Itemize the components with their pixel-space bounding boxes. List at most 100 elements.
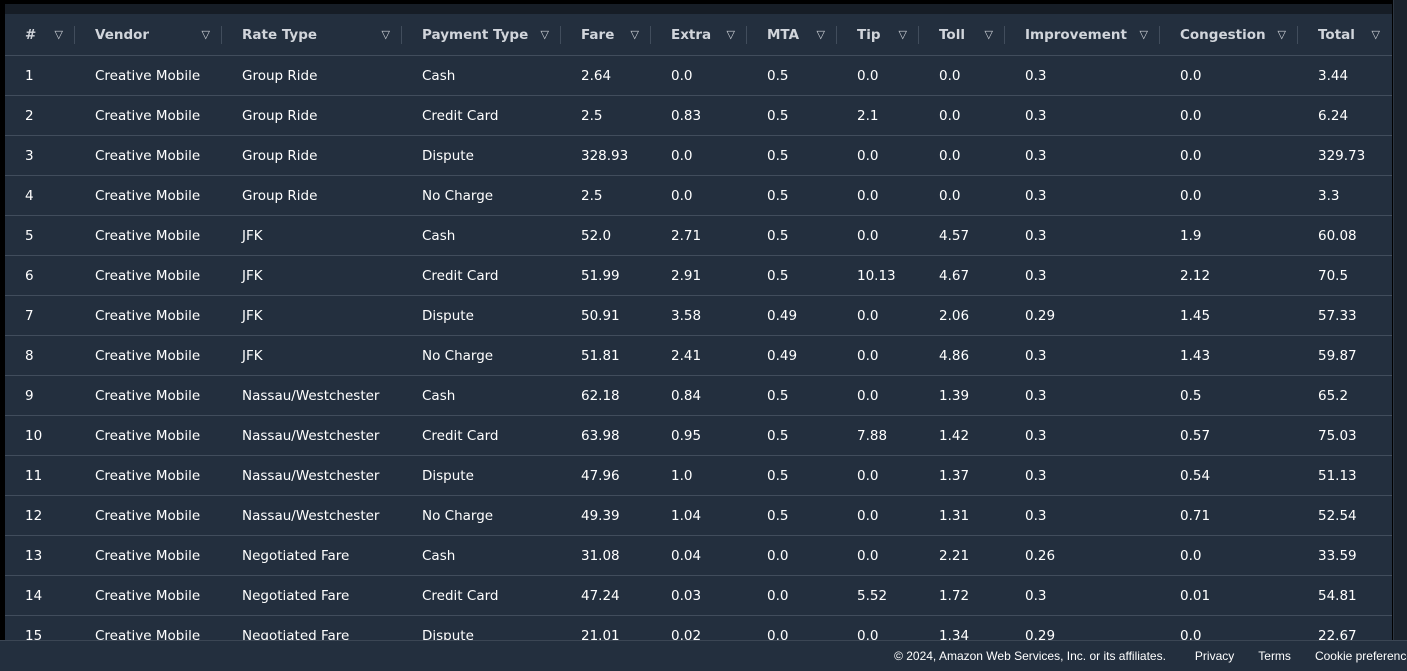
table-cell-fare: 51.81 [561,335,651,376]
filter-triangle-icon[interactable]: ▽ [984,28,993,41]
table-cell-total: 70.5 [1298,255,1392,296]
filter-triangle-icon[interactable]: ▽ [898,28,907,41]
table-cell-tip: 0.0 [837,55,919,96]
table-cell-improvement: 0.3 [1005,455,1160,496]
table-cell-vendor: Creative Mobile [75,575,222,616]
footer-link-cookie-preferences[interactable]: Cookie preferences [1314,649,1407,663]
footer-copyright: © 2024, Amazon Web Services, Inc. or its… [894,649,1166,663]
table-cell-tip: 0.0 [837,175,919,216]
table-row[interactable]: 2 Creative Mobile Group Ride Credit Card 2.5… [5,95,1392,136]
table-row[interactable]: 7 Creative Mobile JFK Dispute 50.91 3.58 0.49 0… [5,295,1392,336]
table-cell-payment-type: Dispute [402,455,561,496]
table-cell-toll: 1.72 [919,575,1005,616]
filter-triangle-icon[interactable]: ▽ [1371,28,1380,41]
column-header-index[interactable]: # ▽ [5,14,75,56]
page-footer: © 2024, Amazon Web Services, Inc. or its… [0,640,1407,671]
table-cell-improvement: 0.3 [1005,375,1160,416]
column-header-inner: Congestion ▽ [1160,14,1298,55]
table-row[interactable]: 8 Creative Mobile JFK No Charge 51.81 2.41 0.4… [5,335,1392,376]
table-cell-tip: 0.0 [837,375,919,416]
table-cell-rate-type: Group Ride [222,95,402,136]
column-header-vendor[interactable]: Vendor ▽ [75,14,222,56]
table-cell-vendor: Creative Mobile [75,375,222,416]
table-cell-rate-type: JFK [222,255,402,296]
table-row[interactable]: 9 Creative Mobile Nassau/Westchester Cash 62… [5,375,1392,416]
table-cell-total: 6.24 [1298,95,1392,136]
column-header-extra[interactable]: Extra ▽ [651,14,747,56]
column-header-improvement[interactable]: Improvement ▽ [1005,14,1160,56]
column-header-rate-type[interactable]: Rate Type ▽ [222,14,402,56]
table-cell-rate-type: Nassau/Westchester [222,455,402,496]
table-row[interactable]: 14 Creative Mobile Negotiated Fare Credit C… [5,575,1392,616]
filter-triangle-icon[interactable]: ▽ [726,28,735,41]
column-header-total[interactable]: Total ▽ [1298,14,1392,56]
column-header-fare[interactable]: Fare ▽ [561,14,651,56]
filter-triangle-icon[interactable]: ▽ [816,28,825,41]
footer-link-terms[interactable]: Terms [1258,649,1291,663]
filter-triangle-icon[interactable]: ▽ [54,28,63,41]
table-row[interactable]: 4 Creative Mobile Group Ride No Charge 2.5 0.… [5,175,1392,216]
table-cell-fare: 2.64 [561,55,651,96]
table-row[interactable]: 11 Creative Mobile Nassau/Westchester Dispu… [5,455,1392,496]
table-cell-extra: 0.03 [651,575,747,616]
table-cell-vendor: Creative Mobile [75,95,222,136]
table-row[interactable]: 5 Creative Mobile JFK Cash 52.0 2.71 0.5 0.0 4.5… [5,215,1392,256]
table-row[interactable]: 6 Creative Mobile JFK Credit Card 51.99 2.91 0… [5,255,1392,296]
column-header-label: # [25,26,37,43]
table-cell-fare: 50.91 [561,295,651,336]
table-cell-payment-type: Cash [402,215,561,256]
table-cell-index: 8 [5,335,75,376]
table-cell-index: 2 [5,95,75,136]
table-cell-mta: 0.0 [747,535,837,576]
table-row[interactable]: 3 Creative Mobile Group Ride Dispute 328.93 0… [5,135,1392,176]
table-row[interactable]: 13 Creative Mobile Negotiated Fare Cash 31.0… [5,535,1392,576]
table-cell-congestion: 1.43 [1160,335,1298,376]
table-cell-improvement: 0.3 [1005,575,1160,616]
filter-triangle-icon[interactable]: ▽ [381,28,390,41]
column-header-label: Tip [857,26,881,43]
table-cell-toll: 0.0 [919,175,1005,216]
table-cell-tip: 0.0 [837,215,919,256]
table-cell-mta: 0.5 [747,255,837,296]
footer-link-privacy[interactable]: Privacy [1194,649,1235,663]
table-cell-extra: 0.95 [651,415,747,456]
column-header-toll[interactable]: Toll ▽ [919,14,1005,56]
table-cell-payment-type: Dispute [402,135,561,176]
column-header-inner: Vendor ▽ [75,14,222,55]
table-row[interactable]: 10 Creative Mobile Nassau/Westchester Credi… [5,415,1392,456]
table-cell-improvement: 0.3 [1005,175,1160,216]
table-cell-tip: 5.52 [837,575,919,616]
table-cell-improvement: 0.3 [1005,135,1160,176]
table-cell-fare: 47.96 [561,455,651,496]
column-header-inner: Rate Type ▽ [222,14,402,55]
table-cell-vendor: Creative Mobile [75,495,222,536]
table-cell-fare: 63.98 [561,415,651,456]
table-row[interactable]: 1 Creative Mobile Group Ride Cash 2.64 0.0 0.5… [5,55,1392,96]
table-cell-toll: 2.06 [919,295,1005,336]
table-cell-fare: 47.24 [561,575,651,616]
table-cell-mta: 0.5 [747,495,837,536]
vertical-scrollbar[interactable] [1393,0,1407,640]
filter-triangle-icon[interactable]: ▽ [1139,28,1148,41]
column-header-tip[interactable]: Tip ▽ [837,14,919,56]
table-header-row: # ▽ Vendor ▽ Rate Type ▽ Payment Type ▽ Fare ▽ Ext… [5,14,1392,56]
column-header-congestion[interactable]: Congestion ▽ [1160,14,1298,56]
filter-triangle-icon[interactable]: ▽ [1277,28,1286,41]
table-cell-extra: 1.0 [651,455,747,496]
table-cell-fare: 31.08 [561,535,651,576]
filter-triangle-icon[interactable]: ▽ [630,28,639,41]
column-header-payment-type[interactable]: Payment Type ▽ [402,14,561,56]
column-header-mta[interactable]: MTA ▽ [747,14,837,56]
table-cell-vendor: Creative Mobile [75,215,222,256]
table-cell-extra: 0.0 [651,135,747,176]
table-cell-payment-type: Credit Card [402,575,561,616]
table-cell-fare: 51.99 [561,255,651,296]
table-cell-fare: 2.5 [561,175,651,216]
table-row[interactable]: 12 Creative Mobile Nassau/Westchester No Ch… [5,495,1392,536]
table-cell-mta: 0.5 [747,135,837,176]
filter-triangle-icon[interactable]: ▽ [540,28,549,41]
filter-triangle-icon[interactable]: ▽ [201,28,210,41]
table-cell-congestion: 0.71 [1160,495,1298,536]
table-cell-payment-type: Credit Card [402,95,561,136]
table-cell-payment-type: No Charge [402,335,561,376]
